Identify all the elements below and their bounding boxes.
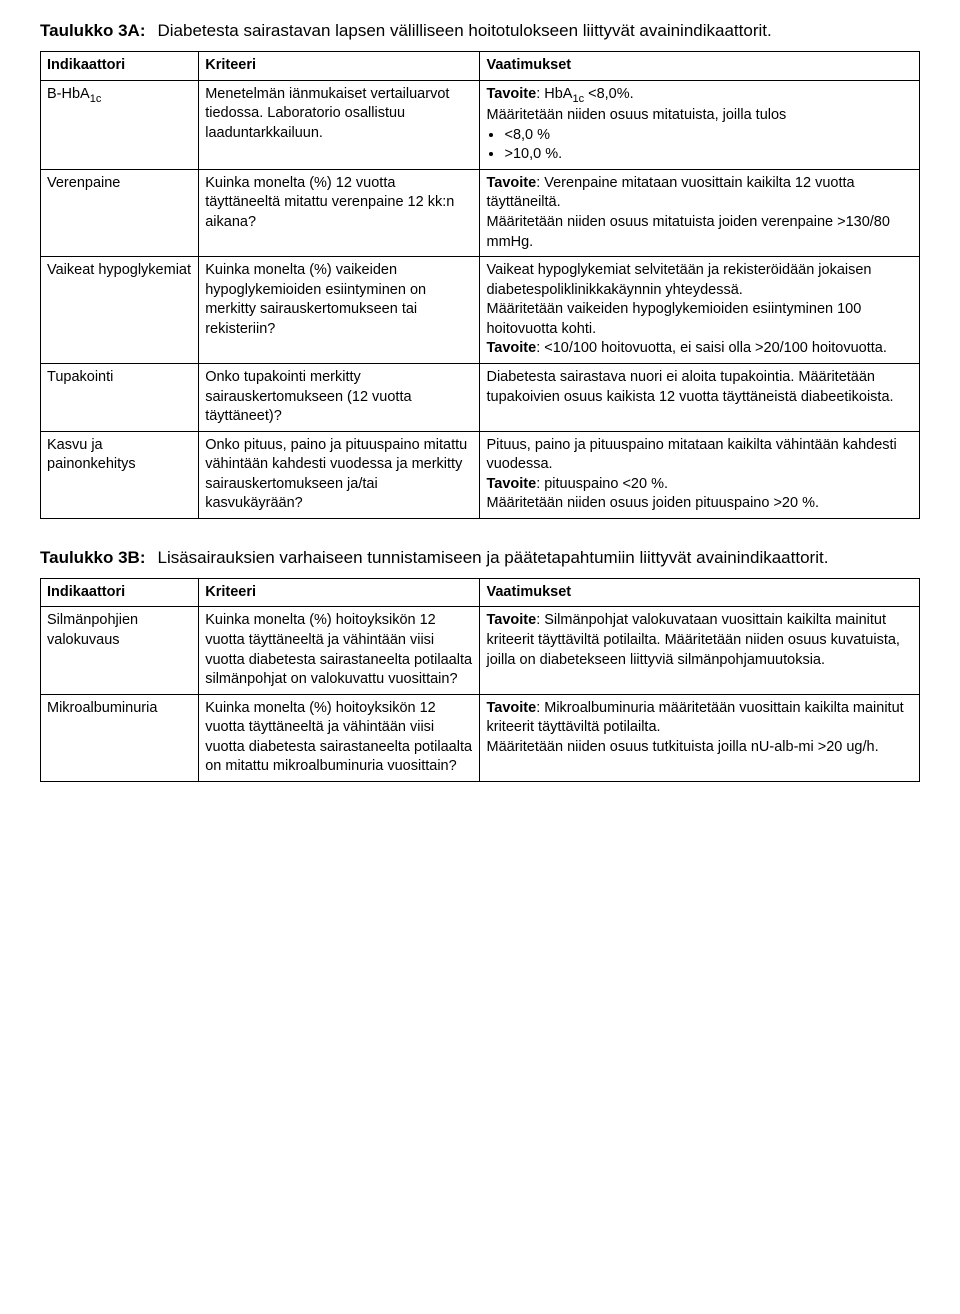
cell-indikaattori: B-HbA1c [41,80,199,169]
cell-vaatimukset: Tavoite: Silmänpohjat valokuvataan vuosi… [480,607,920,694]
cell-indikaattori: Vaikeat hypoglykemiat [41,257,199,364]
table-3b-title: Taulukko 3B: Lisäsairauksien varhaiseen … [40,547,920,570]
cell-vaatimukset: Tavoite: HbA1c <8,0%.Määritetään niiden … [480,80,920,169]
header-vaatimukset: Vaatimukset [480,578,920,607]
cell-vaatimukset: Tavoite: Verenpaine mitataan vuosittain … [480,169,920,256]
cell-kriteeri: Menetelmän iänmukaiset vertailuarvot tie… [199,80,480,169]
table-3a-title: Taulukko 3A: Diabetesta sairastavan laps… [40,20,920,43]
header-kriteeri: Kriteeri [199,51,480,80]
table-3b-desc: Lisäsairauksien varhaiseen tunnistamisee… [157,547,828,570]
cell-kriteeri: Kuinka monelta (%) 12 vuotta täyttäneelt… [199,169,480,256]
page: Taulukko 3A: Diabetesta sairastavan laps… [0,0,960,850]
cell-indikaattori: Silmänpohjien valokuvaus [41,607,199,694]
header-kriteeri: Kriteeri [199,578,480,607]
cell-indikaattori: Mikroalbuminuria [41,694,199,781]
table-row: B-HbA1c Menetelmän iänmukaiset vertailua… [41,80,920,169]
cell-vaatimukset: Vaikeat hypoglykemiat selvitetään ja rek… [480,257,920,364]
table-3b: Indikaattori Kriteeri Vaatimukset Silmän… [40,578,920,782]
table-3a: Indikaattori Kriteeri Vaatimukset B-HbA1… [40,51,920,519]
cell-vaatimukset: Diabetesta sairastava nuori ei aloita tu… [480,363,920,431]
cell-kriteeri: Kuinka monelta (%) hoitoyksikön 12 vuott… [199,607,480,694]
cell-indikaattori: Kasvu ja painonkehitys [41,431,199,518]
cell-kriteeri: Onko tupakointi merkitty sairauskertomuk… [199,363,480,431]
table-3a-desc: Diabetesta sairastavan lapsen välillisee… [157,20,771,43]
cell-kriteeri: Kuinka monelta (%) hoitoyksikön 12 vuott… [199,694,480,781]
table-row: Kasvu ja painonkehitys Onko pituus, pain… [41,431,920,518]
table-row: Verenpaine Kuinka monelta (%) 12 vuotta … [41,169,920,256]
header-indikaattori: Indikaattori [41,51,199,80]
table-row: Mikroalbuminuria Kuinka monelta (%) hoit… [41,694,920,781]
cell-kriteeri: Kuinka monelta (%) vaikeiden hypoglykemi… [199,257,480,364]
header-indikaattori: Indikaattori [41,578,199,607]
cell-kriteeri: Onko pituus, paino ja pituuspaino mitatt… [199,431,480,518]
table-row: Tupakointi Onko tupakointi merkitty sair… [41,363,920,431]
table-3a-header-row: Indikaattori Kriteeri Vaatimukset [41,51,920,80]
table-row: Vaikeat hypoglykemiat Kuinka monelta (%)… [41,257,920,364]
cell-indikaattori: Tupakointi [41,363,199,431]
cell-indikaattori: Verenpaine [41,169,199,256]
cell-vaatimukset: Pituus, paino ja pituuspaino mitataan ka… [480,431,920,518]
header-vaatimukset: Vaatimukset [480,51,920,80]
table-3a-label: Taulukko 3A: [40,20,145,43]
table-3b-label: Taulukko 3B: [40,547,145,570]
cell-vaatimukset: Tavoite: Mikroalbuminuria määritetään vu… [480,694,920,781]
table-3b-header-row: Indikaattori Kriteeri Vaatimukset [41,578,920,607]
table-row: Silmänpohjien valokuvaus Kuinka monelta … [41,607,920,694]
